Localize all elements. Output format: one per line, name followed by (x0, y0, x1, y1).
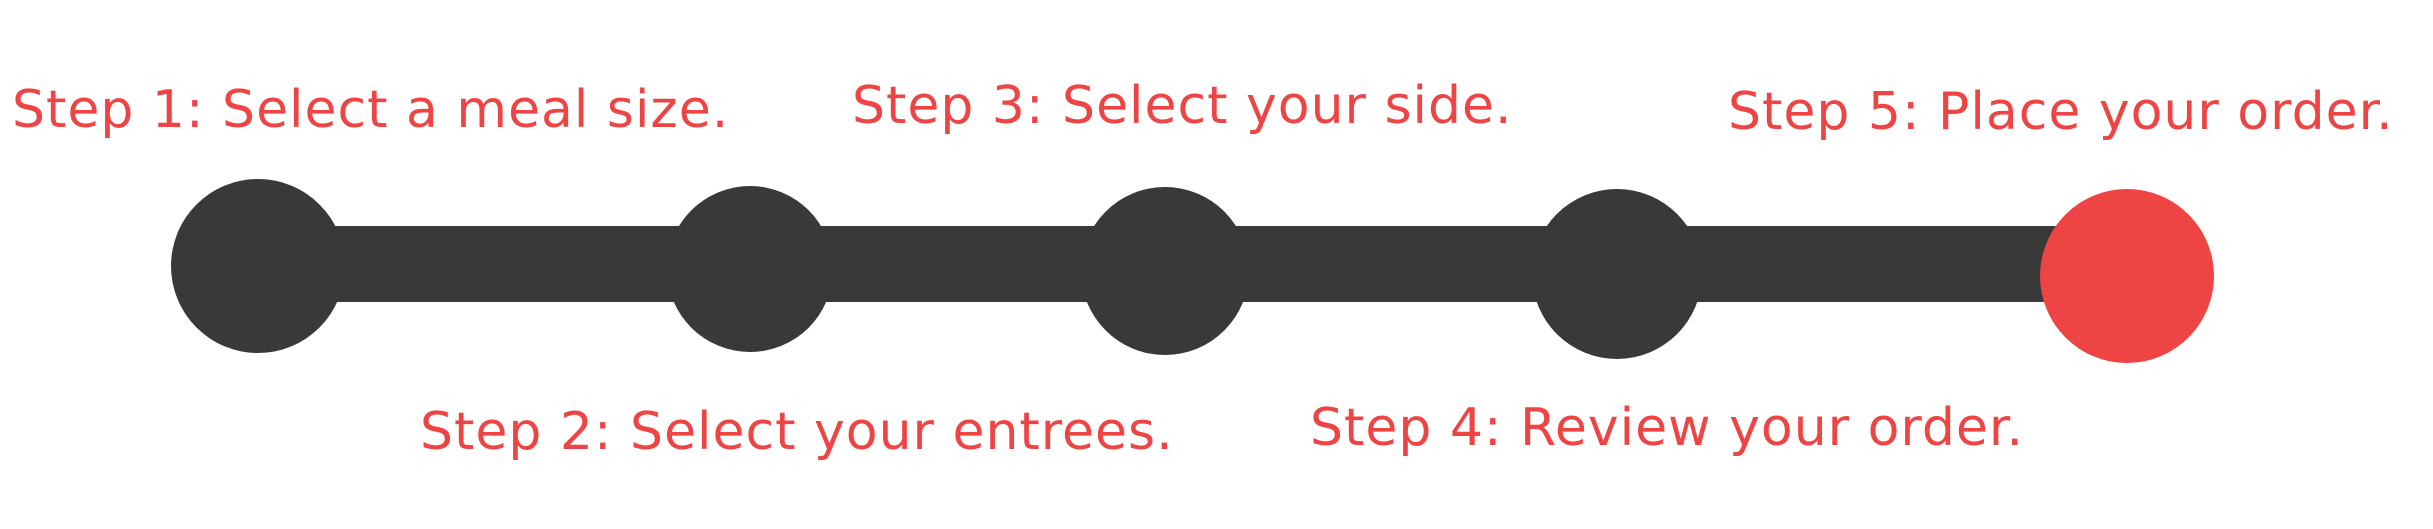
step-label-5: Step 5: Place your order. (1728, 82, 2394, 142)
step-node-1[interactable] (171, 179, 345, 353)
step-label-2: Step 2: Select your entrees. (420, 402, 1174, 462)
step-node-2[interactable] (667, 186, 833, 352)
step-node-5[interactable] (2040, 189, 2214, 363)
step-node-4[interactable] (1532, 189, 1702, 359)
step-label-4: Step 4: Review your order. (1310, 398, 2024, 458)
step-node-3[interactable] (1081, 187, 1249, 355)
step-label-1: Step 1: Select a meal size. (12, 80, 730, 140)
step-label-3: Step 3: Select your side. (852, 76, 1513, 136)
